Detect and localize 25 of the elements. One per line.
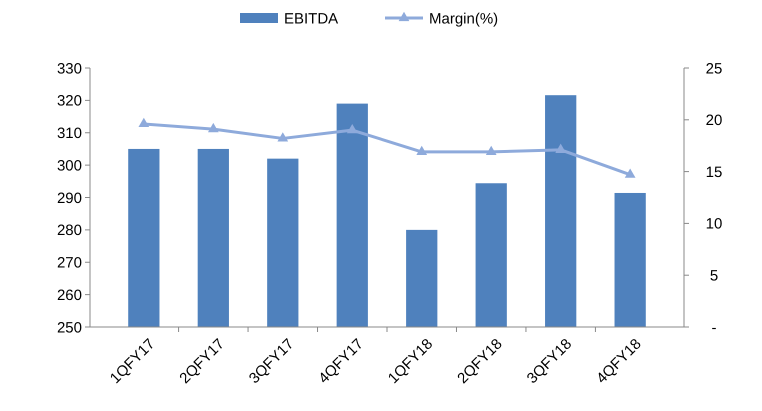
point xyxy=(208,122,219,132)
legend-label: Margin(%) xyxy=(429,10,498,28)
y-tick-label: 270 xyxy=(56,254,82,272)
y-tick-label: 260 xyxy=(56,286,82,304)
point xyxy=(138,118,150,128)
y2-tick-label: 15 xyxy=(706,164,722,181)
point xyxy=(624,168,636,178)
point xyxy=(277,132,288,142)
legend-label: EBITDA xyxy=(284,10,338,28)
y2-tick-label: 5 xyxy=(710,267,718,284)
y2-tick-label: - xyxy=(712,319,716,336)
y2-tick-label: 10 xyxy=(706,216,722,233)
y-tick-label: 330 xyxy=(56,60,82,78)
point xyxy=(555,144,566,153)
y2-tick-label: 20 xyxy=(706,112,722,130)
y-tick-label: 290 xyxy=(56,190,82,207)
y2-tick-label: 25 xyxy=(706,60,722,78)
y-tick-label: 320 xyxy=(56,92,82,110)
point xyxy=(486,146,497,156)
y-tick-label: 250 xyxy=(56,319,82,336)
y-tick-label: 280 xyxy=(56,222,82,240)
y-tick-label: 300 xyxy=(56,157,82,174)
point xyxy=(416,146,428,156)
point xyxy=(346,124,358,134)
y-tick-label: 310 xyxy=(56,125,82,142)
